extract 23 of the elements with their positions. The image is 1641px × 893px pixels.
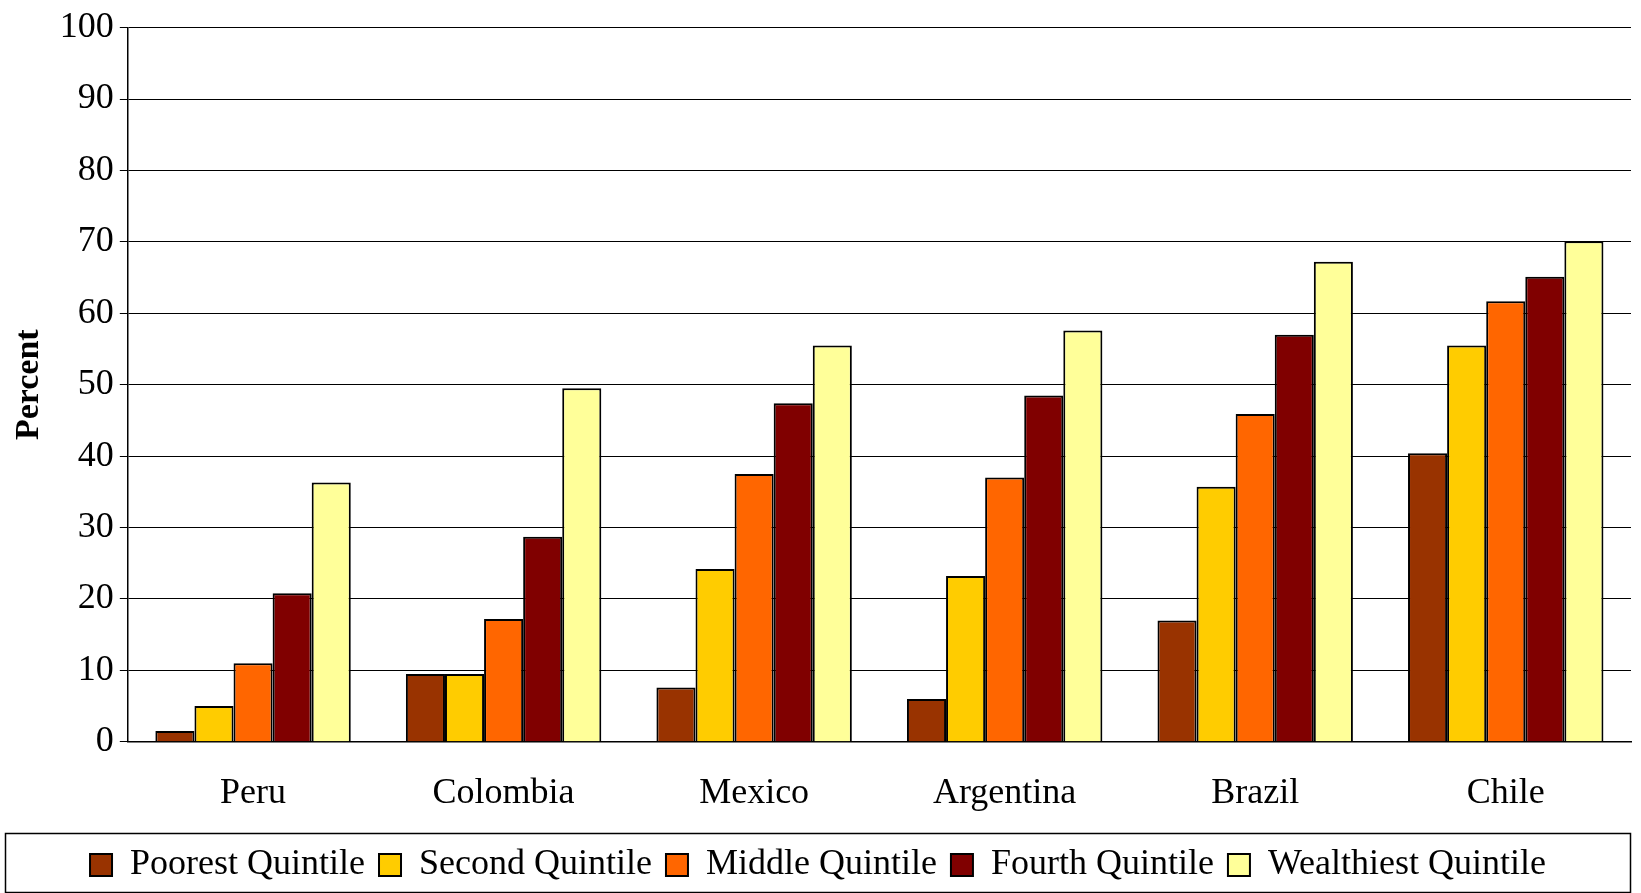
- legend-label: Poorest Quintile: [130, 842, 366, 883]
- y-tick-label: 0: [95, 719, 114, 760]
- x-tick-label: Colombia: [432, 770, 575, 811]
- legend-label: Fourth Quintile: [990, 842, 1214, 883]
- x-tick-label: Peru: [220, 770, 287, 811]
- legend-label: Second Quintile: [419, 842, 652, 883]
- x-tick-label: Chile: [1466, 770, 1545, 811]
- y-tick-label: 50: [77, 362, 114, 403]
- x-tick-label: Mexico: [699, 770, 810, 811]
- y-tick-label: 20: [77, 576, 114, 617]
- y-tick-label: 30: [77, 504, 114, 545]
- y-tick-label: 90: [77, 76, 114, 117]
- y-tick-label: 80: [77, 147, 114, 188]
- y-tick-label: 60: [77, 290, 114, 331]
- y-tick-label: 100: [59, 5, 114, 46]
- y-tick-label: 10: [77, 647, 114, 688]
- x-tick-label: Brazil: [1211, 770, 1300, 811]
- y-tick-label: 70: [77, 219, 114, 260]
- legend-label: Middle Quintile: [705, 842, 937, 883]
- y-tick-label: 40: [77, 433, 114, 474]
- y-axis-title: Percent: [8, 328, 46, 441]
- x-tick-label: Argentina: [933, 770, 1077, 811]
- legend-label: Wealthiest Quintile: [1267, 842, 1546, 883]
